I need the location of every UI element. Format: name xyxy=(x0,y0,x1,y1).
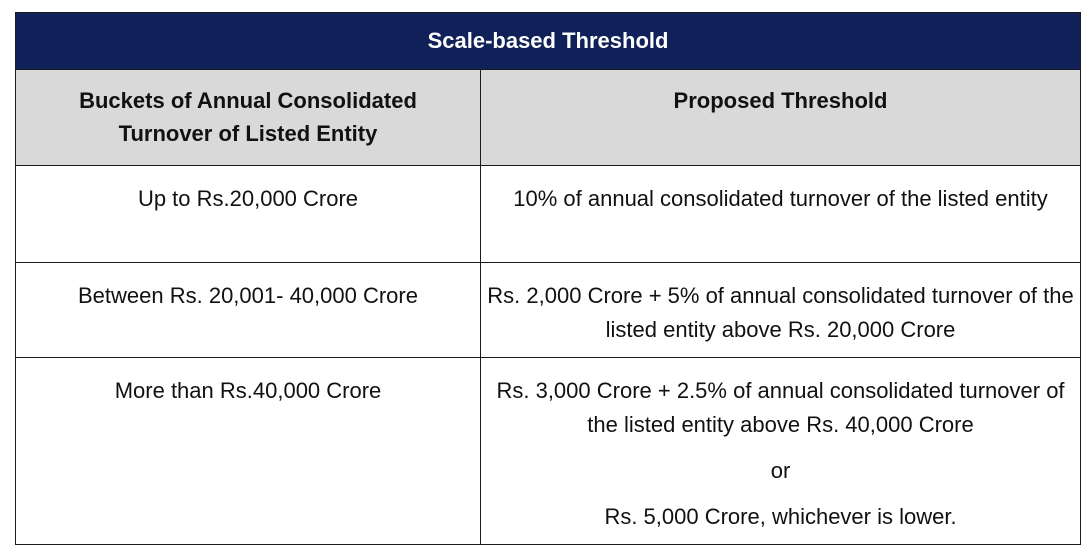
bucket-cell: Between Rs. 20,001- 40,000 Crore xyxy=(15,262,481,358)
threshold-main-text: Rs. 3,000 Crore + 2.5% of annual consoli… xyxy=(496,378,1065,437)
bucket-cell: Up to Rs.20,000 Crore xyxy=(15,165,481,263)
table-title: Scale-based Threshold xyxy=(14,12,1082,70)
column-header-buckets: Buckets of Annual Consolidated Turnover … xyxy=(15,69,481,166)
threshold-cell: Rs. 3,000 Crore + 2.5% of annual consoli… xyxy=(479,357,1082,545)
table-row: Between Rs. 20,001- 40,000 Crore Rs. 2,0… xyxy=(15,262,1082,358)
threshold-cell: Rs. 2,000 Crore + 5% of annual consolida… xyxy=(479,262,1082,358)
scale-based-threshold-table: Scale-based Threshold Buckets of Annual … xyxy=(14,12,1082,545)
threshold-table-container: Scale-based Threshold Buckets of Annual … xyxy=(14,12,1082,545)
column-header-proposed-threshold: Proposed Threshold xyxy=(479,69,1082,166)
table-header-row: Buckets of Annual Consolidated Turnover … xyxy=(15,69,1082,166)
table-row: More than Rs.40,000 Crore Rs. 3,000 Cror… xyxy=(15,357,1082,545)
threshold-alt-text: Rs. 5,000 Crore, whichever is lower. xyxy=(604,504,957,529)
threshold-cell: 10% of annual consolidated turnover of t… xyxy=(479,165,1082,263)
table-title-row: Scale-based Threshold xyxy=(14,12,1082,70)
table-row: Up to Rs.20,000 Crore 10% of annual cons… xyxy=(15,165,1082,263)
threshold-or-text: or xyxy=(770,458,791,483)
bucket-cell: More than Rs.40,000 Crore xyxy=(15,357,481,545)
